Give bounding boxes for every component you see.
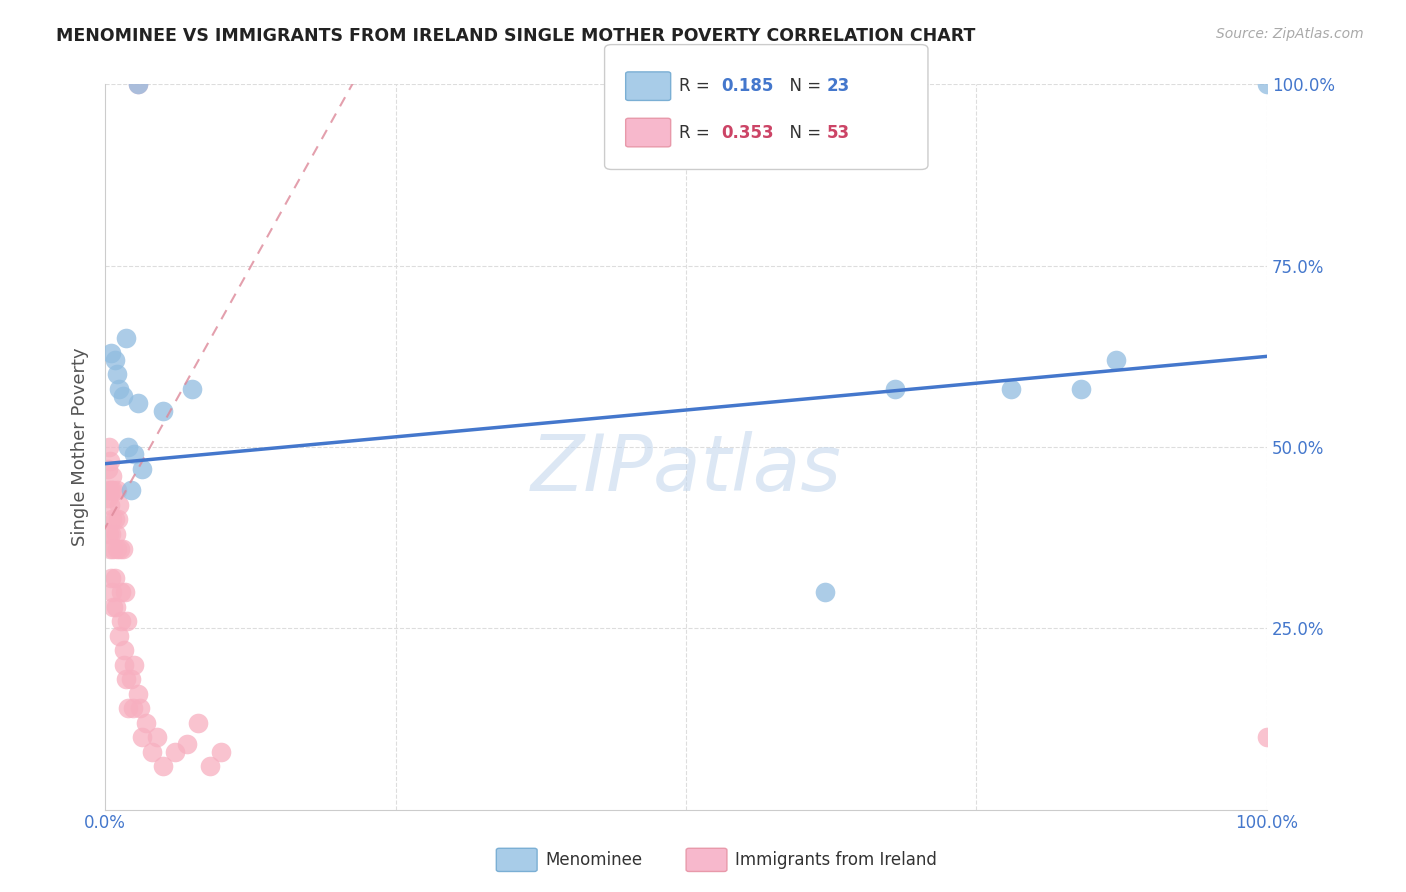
- Point: [115, 672, 138, 686]
- Point: [127, 78, 149, 92]
- Point: [97, 527, 120, 541]
- Point: [110, 585, 132, 599]
- Point: [131, 730, 153, 744]
- Point: [1000, 382, 1022, 396]
- Text: N =: N =: [779, 78, 827, 95]
- Point: [209, 745, 232, 759]
- Point: [814, 585, 837, 599]
- Point: [141, 745, 163, 759]
- Point: [100, 483, 122, 498]
- Point: [884, 382, 907, 396]
- Point: [152, 403, 174, 417]
- Point: [100, 527, 122, 541]
- Point: [163, 745, 186, 759]
- Point: [112, 657, 135, 672]
- Point: [96, 461, 118, 475]
- Point: [103, 353, 125, 368]
- Text: N =: N =: [779, 124, 827, 142]
- Point: [120, 483, 142, 498]
- Point: [105, 541, 128, 556]
- Point: [108, 628, 131, 642]
- Point: [1105, 353, 1128, 368]
- Point: [97, 440, 120, 454]
- Point: [122, 657, 145, 672]
- Point: [108, 498, 131, 512]
- Point: [97, 483, 120, 498]
- Point: [117, 614, 139, 628]
- Point: [100, 570, 122, 584]
- Point: [103, 512, 125, 526]
- Point: [101, 512, 124, 526]
- Point: [98, 541, 121, 556]
- Point: [100, 345, 122, 359]
- Point: [135, 715, 157, 730]
- Point: [98, 498, 121, 512]
- Point: [181, 382, 204, 396]
- Point: [122, 701, 145, 715]
- Text: 23: 23: [827, 78, 851, 95]
- Point: [98, 454, 121, 468]
- Text: 0.185: 0.185: [721, 78, 773, 95]
- Point: [1256, 78, 1278, 92]
- Point: [107, 512, 129, 526]
- Point: [127, 78, 149, 92]
- Point: [101, 585, 124, 599]
- Point: [105, 368, 128, 382]
- Point: [110, 614, 132, 628]
- Text: R =: R =: [679, 124, 716, 142]
- Point: [198, 759, 221, 773]
- Point: [117, 701, 139, 715]
- Point: [152, 759, 174, 773]
- Y-axis label: Single Mother Poverty: Single Mother Poverty: [72, 348, 89, 546]
- Point: [146, 730, 169, 744]
- Point: [187, 715, 209, 730]
- Point: [131, 461, 153, 475]
- Point: [96, 491, 118, 505]
- Point: [129, 701, 152, 715]
- Point: [103, 570, 125, 584]
- Point: [1256, 730, 1278, 744]
- Text: Source: ZipAtlas.com: Source: ZipAtlas.com: [1216, 27, 1364, 41]
- Point: [111, 389, 134, 403]
- Text: 0.353: 0.353: [721, 124, 773, 142]
- Point: [120, 672, 142, 686]
- Text: Menominee: Menominee: [546, 851, 643, 869]
- Point: [112, 643, 135, 657]
- Point: [110, 541, 132, 556]
- Point: [104, 599, 127, 614]
- Text: Immigrants from Ireland: Immigrants from Ireland: [735, 851, 938, 869]
- Point: [122, 447, 145, 461]
- Point: [105, 483, 128, 498]
- Point: [103, 599, 125, 614]
- Point: [111, 541, 134, 556]
- Point: [127, 396, 149, 410]
- Text: ZIPatlas: ZIPatlas: [530, 431, 842, 507]
- Point: [1070, 382, 1092, 396]
- Point: [108, 382, 131, 396]
- Point: [114, 585, 136, 599]
- Text: MENOMINEE VS IMMIGRANTS FROM IRELAND SINGLE MOTHER POVERTY CORRELATION CHART: MENOMINEE VS IMMIGRANTS FROM IRELAND SIN…: [56, 27, 976, 45]
- Point: [127, 686, 149, 700]
- Point: [104, 527, 127, 541]
- Point: [117, 440, 139, 454]
- Point: [103, 483, 125, 498]
- Point: [101, 469, 124, 483]
- Point: [176, 737, 198, 751]
- Text: 53: 53: [827, 124, 849, 142]
- Point: [103, 541, 125, 556]
- Point: [115, 331, 138, 345]
- Text: R =: R =: [679, 78, 716, 95]
